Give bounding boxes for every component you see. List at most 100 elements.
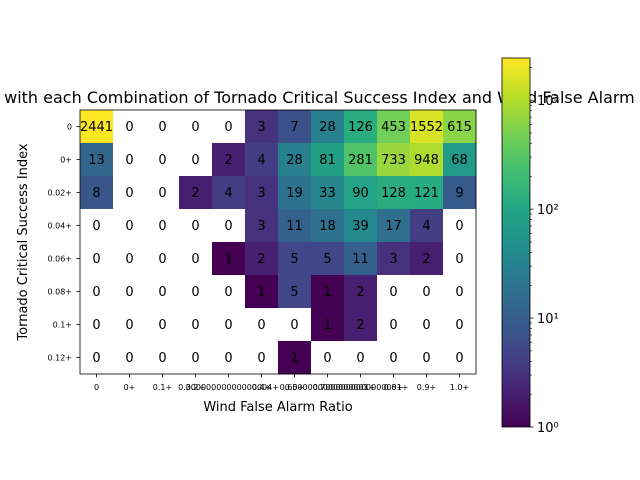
cell-value-label: 1552 — [410, 120, 443, 135]
heatmap-cell — [377, 275, 411, 309]
cell-value-label: 2 — [257, 252, 265, 267]
heatmap-cell — [245, 143, 279, 177]
cell-value-label: 0 — [158, 120, 166, 135]
cell-value-label: 0 — [224, 120, 232, 135]
cell-value-label: 0 — [125, 285, 133, 300]
heatmap-cell — [245, 308, 279, 342]
y-tick-label: 0.1+ — [53, 321, 72, 330]
cell-value-label: 0 — [92, 318, 100, 333]
cell-value-label: 0 — [125, 351, 133, 366]
heatmap-cell — [344, 176, 378, 210]
cell-value-label: 2 — [191, 186, 199, 201]
heatmap-cell — [311, 143, 345, 177]
cell-value-label: 19 — [286, 186, 303, 201]
cell-value-label: 68 — [451, 153, 468, 168]
heatmap-cell — [179, 308, 213, 342]
heatmap — [80, 110, 477, 375]
cell-value-label: 128 — [381, 186, 406, 201]
cell-value-label: 0 — [158, 351, 166, 366]
cell-value-label: 733 — [381, 153, 406, 168]
heatmap-cell — [443, 209, 477, 243]
x-tick-label: 0.1+ — [153, 383, 172, 392]
heatmap-cell — [377, 110, 411, 144]
cell-value-label: 0 — [257, 351, 265, 366]
cell-value-label: 0 — [125, 252, 133, 267]
chart-title: Days with each Combination of Tornado Cr… — [0, 88, 640, 107]
heatmap-cell — [443, 341, 477, 375]
heatmap-cell — [377, 242, 411, 276]
y-tick-label: 0.02+ — [47, 189, 72, 198]
heatmap-cell — [179, 110, 213, 144]
heatmap-cell — [80, 242, 114, 276]
heatmap-cell — [212, 308, 246, 342]
x-axis-label: Wind False Alarm Ratio — [203, 400, 352, 415]
heatmap-cell — [410, 308, 444, 342]
heatmap-cell — [443, 176, 477, 210]
cell-value-label: 0 — [158, 318, 166, 333]
cell-value-label: 4 — [422, 219, 430, 234]
heatmap-cell — [410, 209, 444, 243]
cell-value-label: 3 — [257, 219, 265, 234]
heatmap-cell — [344, 275, 378, 309]
plot-frame — [79, 109, 477, 375]
cell-value-label: 453 — [381, 120, 406, 135]
heatmap-cell — [179, 275, 213, 309]
cell-value-label: 0 — [191, 351, 199, 366]
x-tick-label: 0.7000000000000001+ — [313, 383, 409, 392]
cell-value-label: 2 — [356, 285, 364, 300]
heatmap-cell — [278, 209, 312, 243]
heatmap-cell — [179, 242, 213, 276]
heatmap-cell — [245, 275, 279, 309]
cell-value-label: 1 — [290, 351, 298, 366]
heatmap-cell — [377, 341, 411, 375]
cell-value-label: 11 — [286, 219, 303, 234]
heatmap-cell — [80, 308, 114, 342]
heatmap-cell — [113, 242, 147, 276]
heatmap-cell — [410, 242, 444, 276]
cell-value-label: 0 — [455, 219, 463, 234]
cell-value-label: 0 — [455, 285, 463, 300]
cell-value-label: 0 — [455, 351, 463, 366]
x-tick-label: 0.30000000000000004+ — [178, 383, 279, 392]
cell-value-label: 0 — [389, 351, 397, 366]
heatmap-cell — [146, 242, 180, 276]
cell-value-label: 0 — [389, 285, 397, 300]
heatmap-cell — [278, 143, 312, 177]
cell-value-label: 1 — [257, 285, 265, 300]
colorbar-gradient — [502, 58, 530, 427]
y-tick-label: 0.12+ — [47, 354, 72, 363]
heatmap-cell — [311, 209, 345, 243]
heatmap-cell — [311, 110, 345, 144]
cell-value-label: 18 — [319, 219, 336, 234]
cell-value-label: 3 — [257, 120, 265, 135]
heatmap-cell — [212, 143, 246, 177]
heatmap-cell — [113, 341, 147, 375]
cell-value-label: 90 — [352, 186, 369, 201]
heatmap-cell — [443, 110, 477, 144]
cell-value-label: 0 — [92, 252, 100, 267]
cell-value-label: 4 — [257, 153, 265, 168]
colorbar-frame — [501, 57, 531, 428]
heatmap-cell — [245, 242, 279, 276]
cell-value-label: 2 — [224, 153, 232, 168]
heatmap-cell — [212, 242, 246, 276]
heatmap-cell — [245, 176, 279, 210]
colorbar: 10⁰ 10¹ 10² 10³ — [501, 57, 559, 436]
y-axis-label: Tornado Critical Success Index — [16, 143, 31, 342]
heatmap-cell — [245, 341, 279, 375]
heatmap-cell — [179, 143, 213, 177]
colorbar-tick-label: 10² — [537, 203, 559, 218]
heatmap-cell — [113, 308, 147, 342]
x-tick-label: 1.0+ — [450, 383, 469, 392]
cell-value-label: 0 — [356, 351, 364, 366]
heatmap-cell — [179, 341, 213, 375]
cell-value-label: 39 — [352, 219, 369, 234]
heatmap-cell — [311, 275, 345, 309]
heatmap-cell — [344, 110, 378, 144]
cell-value-label: 281 — [348, 153, 373, 168]
cell-value-label: 0 — [191, 318, 199, 333]
cell-value-label: 615 — [447, 120, 472, 135]
heatmap-cell — [443, 308, 477, 342]
cell-value-label: 8 — [92, 186, 100, 201]
